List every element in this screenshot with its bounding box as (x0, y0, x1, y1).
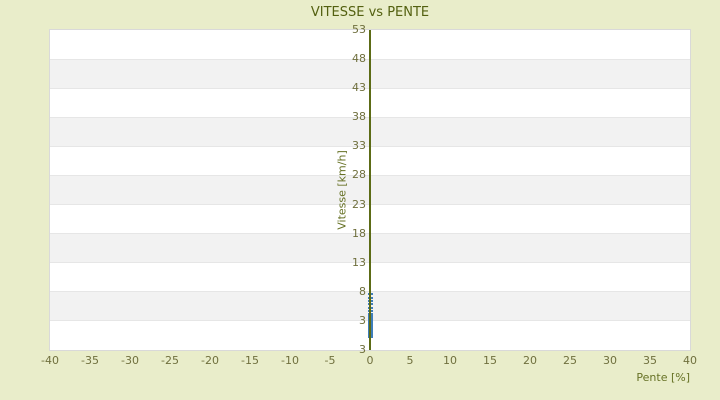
x-tick-label: -10 (281, 354, 299, 367)
x-tick-label: 20 (523, 354, 537, 367)
x-tick-label: -40 (41, 354, 59, 367)
x-tick-label: -30 (121, 354, 139, 367)
y-tick-label: 13 (352, 255, 366, 269)
x-tick-label: -5 (324, 354, 336, 367)
y-axis-title: Vitesse [km/h] (335, 150, 349, 230)
y-tick-label: 23 (352, 197, 366, 211)
x-tick-label: 15 (483, 354, 497, 367)
x-tick-label: 5 (406, 354, 414, 367)
y-tick-label: 28 (352, 168, 366, 182)
zero-baseline-line (369, 30, 371, 350)
x-tick-label: -20 (201, 354, 219, 367)
y-tick-label: 3 (359, 313, 366, 327)
y-tick-label: 33 (352, 139, 366, 153)
y-tick-label: 53 (352, 23, 366, 36)
x-tick-label: 40 (683, 354, 697, 367)
x-tick-label: 30 (603, 354, 617, 367)
x-tick-label: 25 (563, 354, 577, 367)
x-tick-label: 0 (366, 354, 374, 367)
y-tick-label: 38 (352, 110, 366, 124)
x-tick-label: 35 (643, 354, 657, 367)
y-tick-label: 8 (359, 284, 366, 298)
x-axis-title: Pente [%] (636, 371, 690, 384)
x-tick-label: -25 (161, 354, 179, 367)
y-tick-label: 48 (352, 52, 366, 66)
x-tick-label: -35 (81, 354, 99, 367)
x-tick-label: 10 (443, 354, 457, 367)
y-tick-label: 18 (352, 226, 366, 240)
y-tick-label: 3 (359, 343, 366, 356)
x-tick-label: -15 (241, 354, 259, 367)
y-tick-label: 43 (352, 81, 366, 95)
chart-title: VITESSE vs PENTE (310, 5, 430, 20)
